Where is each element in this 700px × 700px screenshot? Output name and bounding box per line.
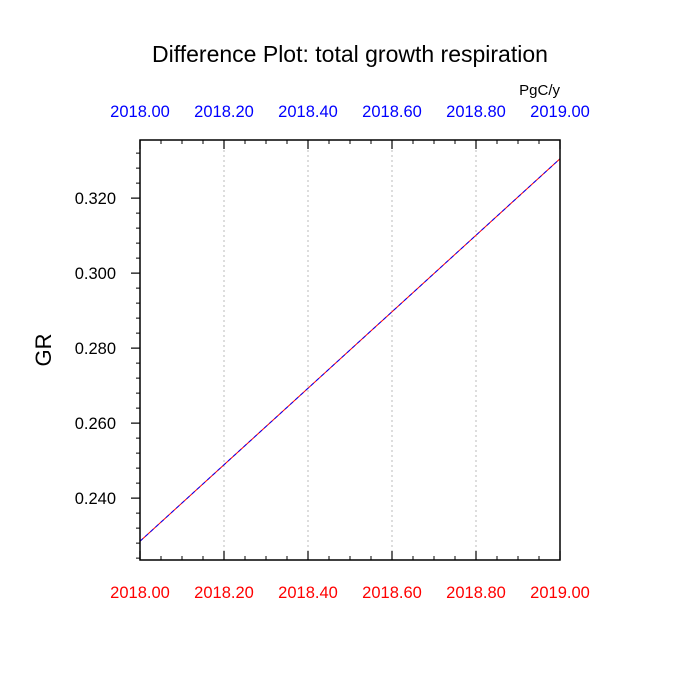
y-axis-label: GR [31,334,56,367]
grid-layer [223,140,477,560]
units-label: PgC/y [519,82,560,99]
y-tick-label: 0.320 [75,190,116,208]
y-tick-label: 0.260 [75,415,116,433]
series-layer [139,158,561,542]
tick-label-layer: 2018.00 2018.20 2018.40 2018.60 2018.80 2019.… [75,103,590,602]
x-tick-label-bottom: 2018.80 [446,584,506,602]
x-tick-label-bottom: 2018.00 [110,584,170,602]
x-tick-label-top: 2018.40 [278,103,338,121]
x-tick-label-top: 2019.00 [530,103,590,121]
x-tick-label-bottom: 2019.00 [530,584,590,602]
y-tick-label: 0.240 [75,490,116,508]
series-line-2 [139,158,561,542]
chart-title: Difference Plot: total growth respiratio… [152,41,548,67]
tick-layer [131,140,561,560]
x-tick-label-top: 2018.60 [362,103,422,121]
x-tick-label-top: 2018.00 [110,103,170,121]
x-tick-label-bottom: 2018.40 [278,584,338,602]
x-tick-label-bottom: 2018.60 [362,584,422,602]
x-tick-label-bottom: 2018.20 [194,584,254,602]
y-tick-label: 0.300 [75,265,116,283]
x-tick-label-top: 2018.20 [194,103,254,121]
x-tick-label-top: 2018.80 [446,103,506,121]
y-tick-label: 0.280 [75,340,116,358]
